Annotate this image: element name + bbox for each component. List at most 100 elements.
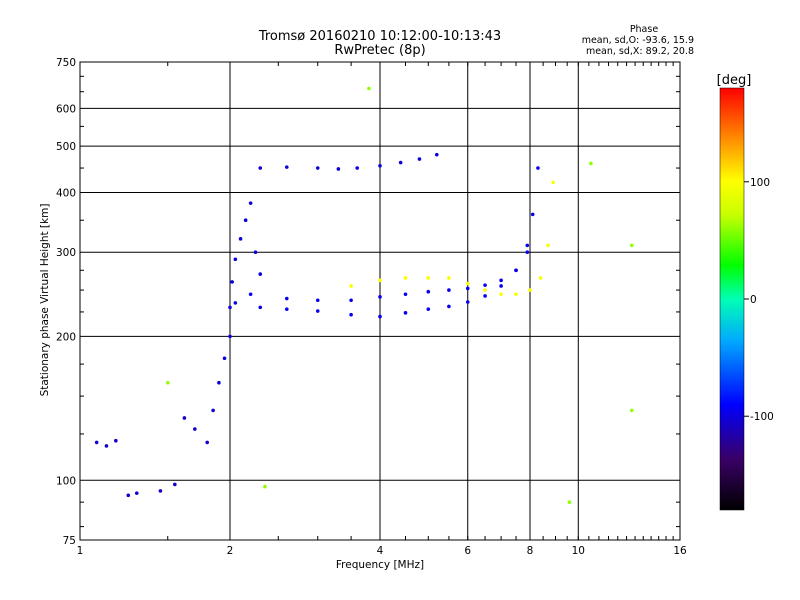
x-tick-label: 1 [77,545,84,557]
data-point [104,444,109,448]
data-point [378,295,382,299]
data-point [417,157,422,161]
data-point [403,276,408,280]
data-point [426,289,431,294]
data-point [248,201,253,205]
data-point [228,334,232,339]
data-point [465,300,470,304]
data-point [243,218,248,223]
data-point [499,292,503,297]
data-point [426,276,431,280]
data-point [211,408,215,413]
chart-title: Tromsø 20160210 10:12:00-10:13:43 [258,29,501,44]
data-point [398,160,403,165]
data-points [94,86,634,504]
colorbar-label: [deg] [717,73,752,88]
data-point [514,268,518,273]
gridlines [80,62,680,540]
data-point [525,243,530,248]
data-point [284,307,289,311]
x-tick-labels: 1 2 4 6 8 10 16 [77,545,687,557]
data-point [465,286,470,291]
stats-x-mode: mean, sd,X: 89.2, 20.8 [586,46,694,57]
x-tick-label: 2 [227,545,234,557]
data-point [253,250,258,255]
data-point [536,166,540,170]
data-point [182,416,187,420]
data-point [367,86,371,91]
data-point [222,356,227,361]
data-point [134,491,139,495]
data-point [315,309,320,313]
data-point [514,292,518,297]
data-point [525,250,530,255]
data-point [465,281,470,286]
colorbar-ticks: -100 0 100 [744,177,774,423]
data-point [158,489,163,493]
data-point [447,288,451,292]
data-point [530,212,535,217]
x-tick-label: 6 [464,545,471,557]
data-point [233,301,238,305]
data-point [629,408,634,413]
data-point [483,288,487,292]
y-tick-label: 300 [56,247,76,259]
data-point [589,161,593,166]
data-point [538,276,543,280]
data-point [528,288,532,292]
colorbar-gradient [719,87,745,511]
data-point [315,298,320,303]
data-point [349,298,353,303]
x-axis-label: Frequency [MHz] [336,559,424,571]
data-point [629,243,634,248]
data-point [349,284,353,288]
data-point [349,312,353,317]
x-tick-label: 10 [572,545,585,557]
data-point [551,180,555,185]
data-point [284,165,289,169]
data-point [447,276,451,280]
data-point [258,166,263,170]
data-point [378,314,382,319]
data-point [403,292,408,297]
data-point [567,500,572,504]
data-point [217,380,221,385]
data-point [378,278,382,283]
data-point [228,305,232,310]
data-point [114,438,118,443]
y-tick-labels: 75 100 200 300 400 500 600 750 [56,57,76,547]
data-point [499,284,503,288]
data-point [238,237,243,241]
colorbar: [deg] -100 0 100 [717,73,774,511]
colorbar-tick-label: -100 [750,411,774,423]
y-tick-label: 500 [56,141,76,153]
y-axis-label: Stationary phase Virtual Height [km] [39,204,51,397]
data-point [248,292,253,297]
plot-area: 1 2 4 6 8 10 16 75 100 200 300 400 500 600 750 [56,57,687,557]
stats-o-mode: mean, sd,O: -93.6, 15.9 [582,35,694,46]
data-point [546,243,550,248]
x-tick-label: 4 [377,545,384,557]
data-point [205,440,209,445]
y-tick-label: 75 [63,535,76,547]
data-point [94,440,99,445]
y-tick-label: 200 [56,331,76,343]
data-point [378,163,382,168]
data-point [355,166,359,170]
colorbar-tick-label: 0 [750,294,757,306]
data-point [230,280,234,284]
data-point [165,380,170,385]
y-tick-label: 600 [56,103,76,115]
data-point [434,152,439,157]
colorbar-tick-label: 100 [750,177,770,189]
data-point [263,484,267,489]
y-tick-label: 400 [56,187,76,199]
x-tick-label: 16 [673,545,687,557]
data-point [499,278,503,283]
data-point [284,296,289,301]
data-point [126,493,131,498]
data-point [447,304,451,309]
data-point [483,294,487,298]
data-point [483,283,487,287]
